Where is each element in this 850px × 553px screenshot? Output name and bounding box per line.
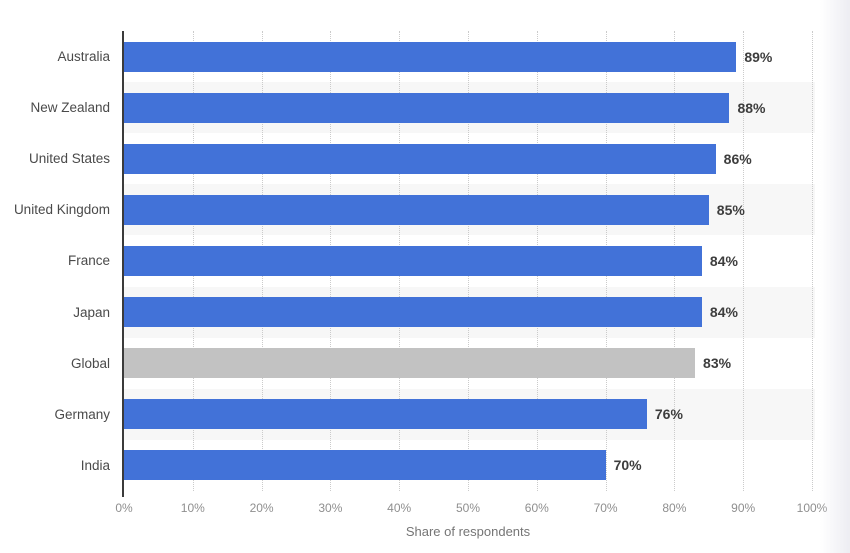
bar-rows: 89% 88% 86% 85% 84% 84% 83% 76% 70% <box>124 31 812 491</box>
bar <box>124 194 709 225</box>
bar <box>124 399 647 430</box>
x-tick-label: 10% <box>180 501 205 515</box>
bar <box>124 245 702 276</box>
x-axis-title: Share of respondents <box>405 524 531 539</box>
x-tick-label: 100% <box>796 501 828 515</box>
chart-row: 84% <box>124 235 812 286</box>
bar-value-label: 76% <box>654 406 683 423</box>
x-tick-label: 70% <box>593 501 618 515</box>
category-label: New Zealand <box>30 100 110 116</box>
chart-row: 84% <box>124 287 812 338</box>
category-label: United States <box>28 151 110 167</box>
x-tick-label: 0% <box>115 501 133 515</box>
bar <box>124 450 606 481</box>
x-tick-label: 30% <box>318 501 343 515</box>
x-tick-label: 80% <box>662 501 687 515</box>
bar <box>124 92 730 123</box>
bar <box>124 297 702 328</box>
chart-row: 70% <box>124 440 812 491</box>
bar-value-label: 86% <box>723 150 752 167</box>
x-tick-label: 50% <box>455 501 481 515</box>
gridline <box>743 31 745 491</box>
x-tick-label: 90% <box>731 501 756 515</box>
category-label: France <box>67 253 110 269</box>
category-label: United Kingdom <box>13 202 110 218</box>
bar <box>124 41 737 72</box>
chart-row: 89% <box>124 31 812 82</box>
chart-row: 76% <box>124 389 812 440</box>
category-label: Germany <box>54 406 110 422</box>
x-tick-label: 40% <box>387 501 412 515</box>
y-axis-line <box>122 31 124 497</box>
category-label: Japan <box>73 304 110 320</box>
category-label: Australia <box>57 49 110 65</box>
category-label: Global <box>70 355 110 371</box>
plot-area: 89% 88% 86% 85% 84% 84% 83% 76% 70% <box>124 31 815 491</box>
right-edge-shadow <box>820 0 850 553</box>
bar <box>124 143 716 174</box>
gridline <box>812 31 813 491</box>
bar-value-label: 84% <box>709 252 738 269</box>
chart-row: 86% <box>124 133 812 184</box>
bar-value-label: 84% <box>709 304 738 321</box>
bar-highlight <box>124 348 696 379</box>
bar-value-label: 85% <box>716 201 745 218</box>
category-axis-labels: Australia New Zealand United States United … <box>0 31 110 491</box>
x-tick-label: 60% <box>524 501 549 515</box>
bar-value-label: 89% <box>744 48 773 65</box>
category-label: India <box>80 457 110 473</box>
bar-value-label: 83% <box>703 355 732 372</box>
chart-row: 85% <box>124 184 812 235</box>
bar-value-label: 70% <box>613 457 642 474</box>
chart-row: 88% <box>124 82 812 133</box>
bar-value-label: 88% <box>737 99 766 116</box>
chart-row: 83% <box>124 338 812 389</box>
x-tick-label: 20% <box>249 501 274 515</box>
x-axis-tick-labels: 0% 10% 20% 30% 40% 50% 60% 70% 80% 90% 100% <box>115 501 827 517</box>
